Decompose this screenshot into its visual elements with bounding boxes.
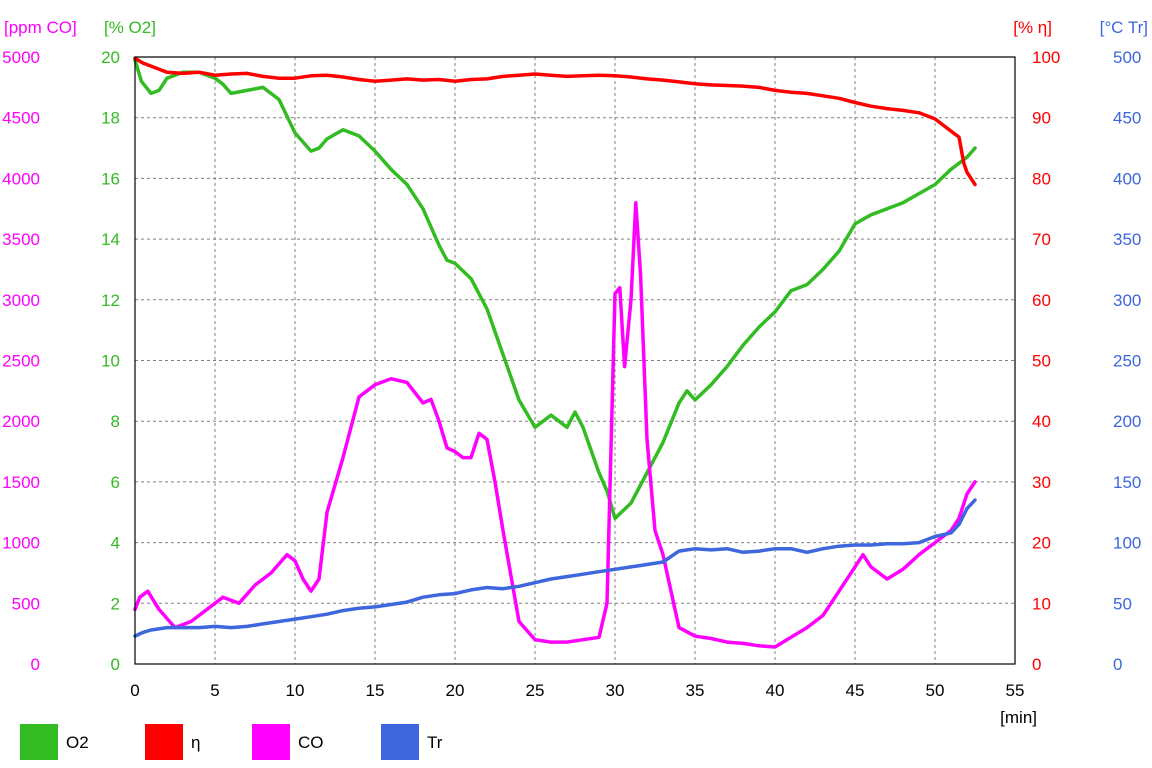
axis-title-eta: [% η]: [1013, 18, 1052, 37]
tick-label-tr: 250: [1113, 352, 1141, 371]
tick-label-o2: 14: [101, 230, 120, 249]
tick-label-x: 55: [1006, 681, 1025, 700]
tick-label-x: 30: [606, 681, 625, 700]
tick-label-eta: 20: [1032, 534, 1051, 553]
tick-label-o2: 12: [101, 291, 120, 310]
tick-label-eta: 50: [1032, 352, 1051, 371]
tick-label-x: 5: [210, 681, 219, 700]
tick-label-co: 1000: [2, 534, 40, 553]
tick-label-x: 50: [926, 681, 945, 700]
tick-label-eta: 0: [1032, 655, 1041, 674]
legend-item: CO: [252, 724, 324, 760]
tick-label-x: 15: [366, 681, 385, 700]
grid-lines: [135, 57, 1015, 664]
tick-label-co: 4000: [2, 169, 40, 188]
tick-label-co: 0: [31, 655, 40, 674]
tick-label-o2: 2: [111, 594, 120, 613]
tick-label-eta: 90: [1032, 109, 1051, 128]
tick-label-co: 1500: [2, 473, 40, 492]
tick-label-co: 2500: [2, 352, 40, 371]
tick-label-x: 0: [130, 681, 139, 700]
tick-label-o2: 8: [111, 412, 120, 431]
tick-label-tr: 100: [1113, 534, 1141, 553]
tick-label-co: 5000: [2, 48, 40, 67]
legend-label: O2: [66, 733, 89, 752]
tick-label-tr: 350: [1113, 230, 1141, 249]
axis-title-o2: [% O2]: [104, 18, 156, 37]
axes: 0500100015002000250030003500400045005000…: [2, 18, 1148, 700]
tick-label-tr: 0: [1113, 655, 1122, 674]
legend-label: η: [191, 733, 200, 752]
legend-item: η: [145, 724, 200, 760]
legend-item: O2: [20, 724, 89, 760]
tick-label-o2: 16: [101, 169, 120, 188]
plot-series: [133, 56, 977, 649]
tick-label-co: 3000: [2, 291, 40, 310]
tick-label-eta: 80: [1032, 169, 1051, 188]
tick-label-co: 4500: [2, 109, 40, 128]
series-line-tr: [133, 498, 977, 638]
legend-swatch: [20, 724, 58, 760]
legend-item: Tr: [381, 724, 443, 760]
tick-label-eta: 60: [1032, 291, 1051, 310]
tick-label-co: 3500: [2, 230, 40, 249]
legend-swatch: [252, 724, 290, 760]
legend-label: Tr: [427, 733, 443, 752]
series-line-o2: [133, 58, 977, 521]
x-axis-label: [min]: [1000, 708, 1037, 727]
tick-label-o2: 20: [101, 48, 120, 67]
series-line-: [133, 56, 977, 187]
tick-label-co: 500: [12, 594, 40, 613]
tick-label-tr: 300: [1113, 291, 1141, 310]
tick-label-o2: 10: [101, 352, 120, 371]
tick-label-eta: 40: [1032, 412, 1051, 431]
tick-label-eta: 10: [1032, 594, 1051, 613]
tick-label-x: 20: [446, 681, 465, 700]
tick-label-eta: 70: [1032, 230, 1051, 249]
tick-label-tr: 450: [1113, 109, 1141, 128]
tick-label-o2: 6: [111, 473, 120, 492]
tick-label-tr: 200: [1113, 412, 1141, 431]
tick-label-tr: 400: [1113, 169, 1141, 188]
axis-title-co: [ppm CO]: [4, 18, 77, 37]
tick-label-x: 45: [846, 681, 865, 700]
tick-label-x: 25: [526, 681, 545, 700]
tick-label-tr: 500: [1113, 48, 1141, 67]
tick-label-o2: 18: [101, 109, 120, 128]
legend-label: CO: [298, 733, 324, 752]
tick-label-x: 40: [766, 681, 785, 700]
plot-frame: [134, 56, 1016, 665]
tick-label-o2: 0: [111, 655, 120, 674]
tick-label-eta: 100: [1032, 48, 1060, 67]
legend: O2 η CO Tr: [20, 724, 443, 760]
tick-label-tr: 150: [1113, 473, 1141, 492]
tick-label-tr: 50: [1113, 594, 1132, 613]
tick-label-o2: 4: [111, 534, 120, 553]
tick-label-co: 2000: [2, 412, 40, 431]
axis-title-tr: [°C Tr]: [1100, 18, 1148, 37]
series-line-co: [133, 200, 977, 649]
legend-swatch: [145, 724, 183, 760]
tick-label-x: 10: [286, 681, 305, 700]
tick-label-eta: 30: [1032, 473, 1051, 492]
tick-label-x: 35: [686, 681, 705, 700]
legend-swatch: [381, 724, 419, 760]
